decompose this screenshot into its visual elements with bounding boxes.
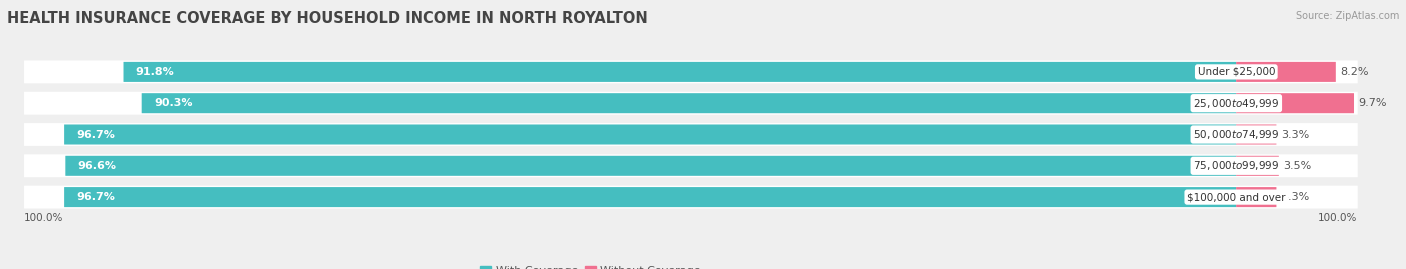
FancyBboxPatch shape xyxy=(24,154,1358,177)
FancyBboxPatch shape xyxy=(24,92,1358,115)
Text: 90.3%: 90.3% xyxy=(153,98,193,108)
FancyBboxPatch shape xyxy=(65,187,1236,207)
Text: HEALTH INSURANCE COVERAGE BY HOUSEHOLD INCOME IN NORTH ROYALTON: HEALTH INSURANCE COVERAGE BY HOUSEHOLD I… xyxy=(7,11,648,26)
FancyBboxPatch shape xyxy=(1236,156,1279,176)
Text: $50,000 to $74,999: $50,000 to $74,999 xyxy=(1194,128,1279,141)
Text: $100,000 and over: $100,000 and over xyxy=(1187,192,1285,202)
FancyBboxPatch shape xyxy=(142,93,1236,113)
FancyBboxPatch shape xyxy=(1236,187,1277,207)
Text: 8.2%: 8.2% xyxy=(1340,67,1369,77)
Legend: With Coverage, Without Coverage: With Coverage, Without Coverage xyxy=(475,261,706,269)
FancyBboxPatch shape xyxy=(124,62,1236,82)
Text: $75,000 to $99,999: $75,000 to $99,999 xyxy=(1194,159,1279,172)
FancyBboxPatch shape xyxy=(24,61,1358,83)
Text: 96.7%: 96.7% xyxy=(76,129,115,140)
Text: 96.6%: 96.6% xyxy=(77,161,117,171)
Text: Source: ZipAtlas.com: Source: ZipAtlas.com xyxy=(1295,11,1399,21)
Text: Under $25,000: Under $25,000 xyxy=(1198,67,1275,77)
FancyBboxPatch shape xyxy=(1236,93,1354,113)
Text: $25,000 to $49,999: $25,000 to $49,999 xyxy=(1194,97,1279,110)
Text: 9.7%: 9.7% xyxy=(1358,98,1388,108)
Text: 3.3%: 3.3% xyxy=(1281,129,1309,140)
Text: 3.3%: 3.3% xyxy=(1281,192,1309,202)
Text: 91.8%: 91.8% xyxy=(136,67,174,77)
FancyBboxPatch shape xyxy=(65,125,1236,144)
Text: 100.0%: 100.0% xyxy=(24,213,63,223)
FancyBboxPatch shape xyxy=(24,186,1358,208)
FancyBboxPatch shape xyxy=(65,156,1236,176)
FancyBboxPatch shape xyxy=(1236,125,1277,144)
FancyBboxPatch shape xyxy=(24,123,1358,146)
Text: 96.7%: 96.7% xyxy=(76,192,115,202)
FancyBboxPatch shape xyxy=(1236,62,1336,82)
Text: 100.0%: 100.0% xyxy=(1319,213,1358,223)
Text: 3.5%: 3.5% xyxy=(1284,161,1312,171)
